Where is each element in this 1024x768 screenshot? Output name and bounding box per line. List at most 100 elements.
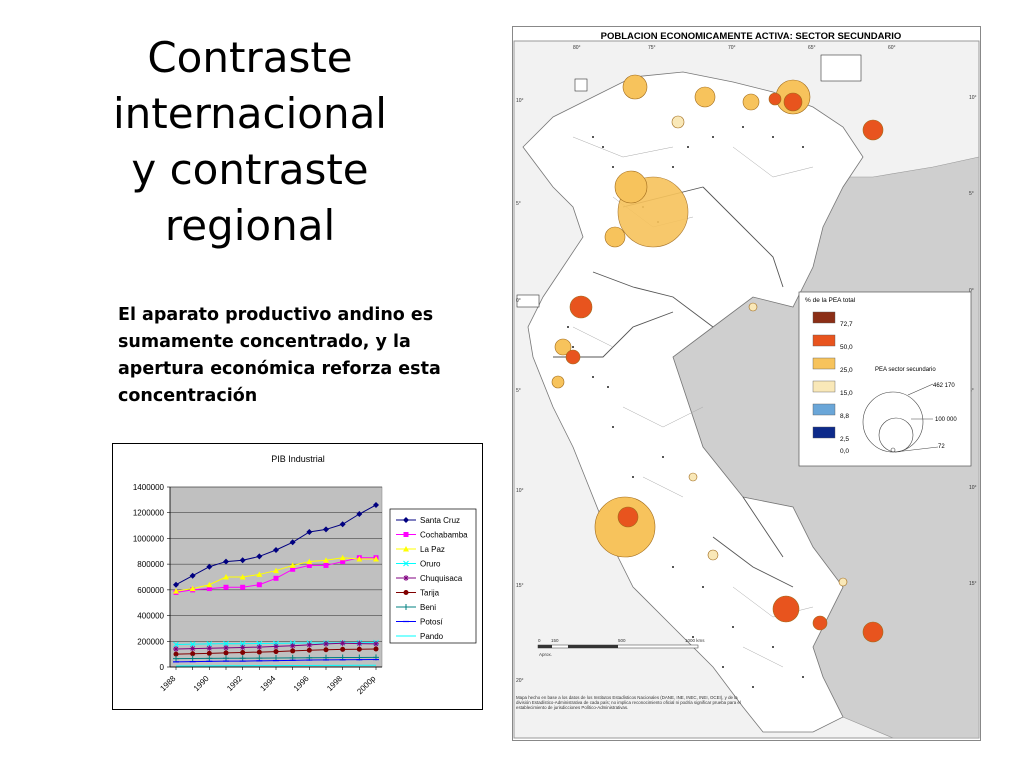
data-point bbox=[290, 648, 296, 654]
map-svg: POBLACION ECONOMICAMENTE ACTIVA: SECTOR … bbox=[513, 27, 980, 740]
legend-label: Potosí bbox=[420, 618, 443, 627]
data-point bbox=[239, 655, 246, 662]
x-axis: 1988 1990 1992 1994 1996 1998 2000p bbox=[158, 666, 382, 696]
legend-color-swatch bbox=[812, 426, 836, 439]
y-tick-label: 1200000 bbox=[133, 509, 165, 518]
size-legend bbox=[862, 383, 939, 453]
x-tick-label: 1996 bbox=[292, 674, 311, 693]
data-point bbox=[306, 641, 313, 648]
svg-text:% de la PEA total: % de la PEA total bbox=[805, 297, 856, 304]
svg-text:150: 150 bbox=[551, 638, 559, 643]
data-point bbox=[306, 647, 312, 653]
x-tick-label: 1990 bbox=[192, 674, 211, 693]
svg-text:0: 0 bbox=[538, 638, 541, 643]
svg-text:10°: 10° bbox=[516, 98, 524, 104]
data-point bbox=[339, 640, 346, 647]
data-point bbox=[273, 649, 279, 655]
svg-text:5°: 5° bbox=[969, 388, 974, 394]
svg-text:5°: 5° bbox=[516, 388, 521, 394]
data-point bbox=[223, 640, 229, 647]
legend-label: Pando bbox=[420, 632, 444, 641]
svg-text:15°: 15° bbox=[969, 581, 977, 587]
data-point bbox=[256, 582, 262, 588]
data-point bbox=[290, 566, 296, 572]
legend-class-value: 0,0 bbox=[840, 448, 849, 455]
data-point bbox=[323, 526, 329, 533]
data-point bbox=[373, 556, 379, 562]
data-point bbox=[373, 646, 379, 652]
data-point bbox=[256, 644, 263, 651]
svg-text:60°: 60° bbox=[888, 45, 896, 51]
data-point bbox=[273, 547, 279, 553]
svg-text:PEA sector secundario: PEA sector secundario bbox=[875, 367, 936, 373]
map-panel: POBLACION ECONOMICAMENTE ACTIVA: SECTOR … bbox=[512, 26, 981, 741]
legend-class-value: 8,8 bbox=[840, 413, 849, 420]
data-point bbox=[173, 581, 179, 588]
data-point bbox=[339, 554, 346, 561]
data-point bbox=[289, 642, 296, 649]
data-point bbox=[206, 645, 213, 652]
y-tick-label: 1400000 bbox=[133, 483, 165, 492]
y-tick-label: 200000 bbox=[137, 637, 164, 646]
legend-color-swatch bbox=[812, 357, 836, 370]
svg-text:100 000: 100 000 bbox=[935, 417, 957, 423]
legend-label: Santa Cruz bbox=[420, 516, 460, 525]
legend-label: Cochabamba bbox=[420, 531, 468, 540]
data-point bbox=[206, 641, 213, 647]
inset-box bbox=[516, 294, 540, 308]
y-tick-label: 0 bbox=[160, 663, 165, 672]
svg-text:70°: 70° bbox=[728, 45, 736, 51]
legend-label: Tarija bbox=[420, 589, 440, 598]
legend-label: Oruro bbox=[420, 560, 441, 569]
svg-text:462 170: 462 170 bbox=[933, 383, 955, 389]
data-point bbox=[306, 529, 313, 535]
data-point bbox=[173, 651, 179, 657]
data-point bbox=[189, 655, 196, 662]
legend-color-swatch bbox=[812, 403, 836, 416]
y-tick-label: 800000 bbox=[137, 560, 164, 569]
data-point bbox=[206, 650, 212, 656]
x-tick-label: 1992 bbox=[225, 674, 244, 693]
y-tick-label: 600000 bbox=[137, 586, 164, 595]
svg-text:10°: 10° bbox=[516, 488, 524, 494]
svg-text:10°: 10° bbox=[969, 485, 977, 491]
legend-color-swatch bbox=[812, 334, 836, 347]
data-point bbox=[323, 562, 329, 568]
data-point bbox=[223, 558, 229, 565]
title-line: Contraste bbox=[147, 33, 353, 82]
data-point bbox=[223, 584, 229, 590]
svg-text:0°: 0° bbox=[516, 298, 521, 304]
data-point bbox=[173, 646, 179, 652]
slide-title: Contraste internacional y contraste regi… bbox=[100, 30, 400, 254]
series-layer bbox=[173, 502, 379, 667]
data-point bbox=[190, 651, 196, 657]
data-point bbox=[403, 560, 409, 567]
data-point bbox=[403, 546, 409, 552]
title-line: y contraste bbox=[131, 145, 369, 194]
data-point bbox=[206, 581, 213, 588]
data-point bbox=[403, 590, 409, 595]
scale-bar: 0 150 500 1000 kms Aprox. bbox=[537, 638, 705, 657]
chart-svg: PIB Industrial 0 200000 400000 600000 800000… bbox=[133, 454, 477, 696]
legend-class-value: 15,0 bbox=[840, 390, 853, 397]
data-point bbox=[173, 641, 179, 648]
svg-text:65°: 65° bbox=[808, 45, 816, 51]
data-point bbox=[239, 644, 246, 651]
svg-text:0°: 0° bbox=[969, 288, 974, 294]
title-line: regional bbox=[164, 201, 336, 250]
chart-title: PIB Industrial bbox=[271, 454, 325, 464]
legend-color-swatch bbox=[812, 311, 836, 324]
data-point bbox=[403, 604, 409, 610]
svg-text:500: 500 bbox=[618, 638, 626, 643]
svg-text:5°: 5° bbox=[969, 191, 974, 197]
svg-text:72: 72 bbox=[938, 444, 945, 450]
data-point bbox=[323, 557, 329, 563]
body-paragraph: El aparato productivo andino es sumament… bbox=[118, 305, 441, 406]
data-point bbox=[256, 649, 262, 655]
data-point bbox=[189, 585, 196, 592]
svg-text:75°: 75° bbox=[648, 45, 656, 51]
svg-text:80°: 80° bbox=[573, 45, 581, 51]
data-point bbox=[340, 559, 346, 565]
data-point bbox=[223, 574, 229, 580]
data-point bbox=[173, 655, 179, 662]
